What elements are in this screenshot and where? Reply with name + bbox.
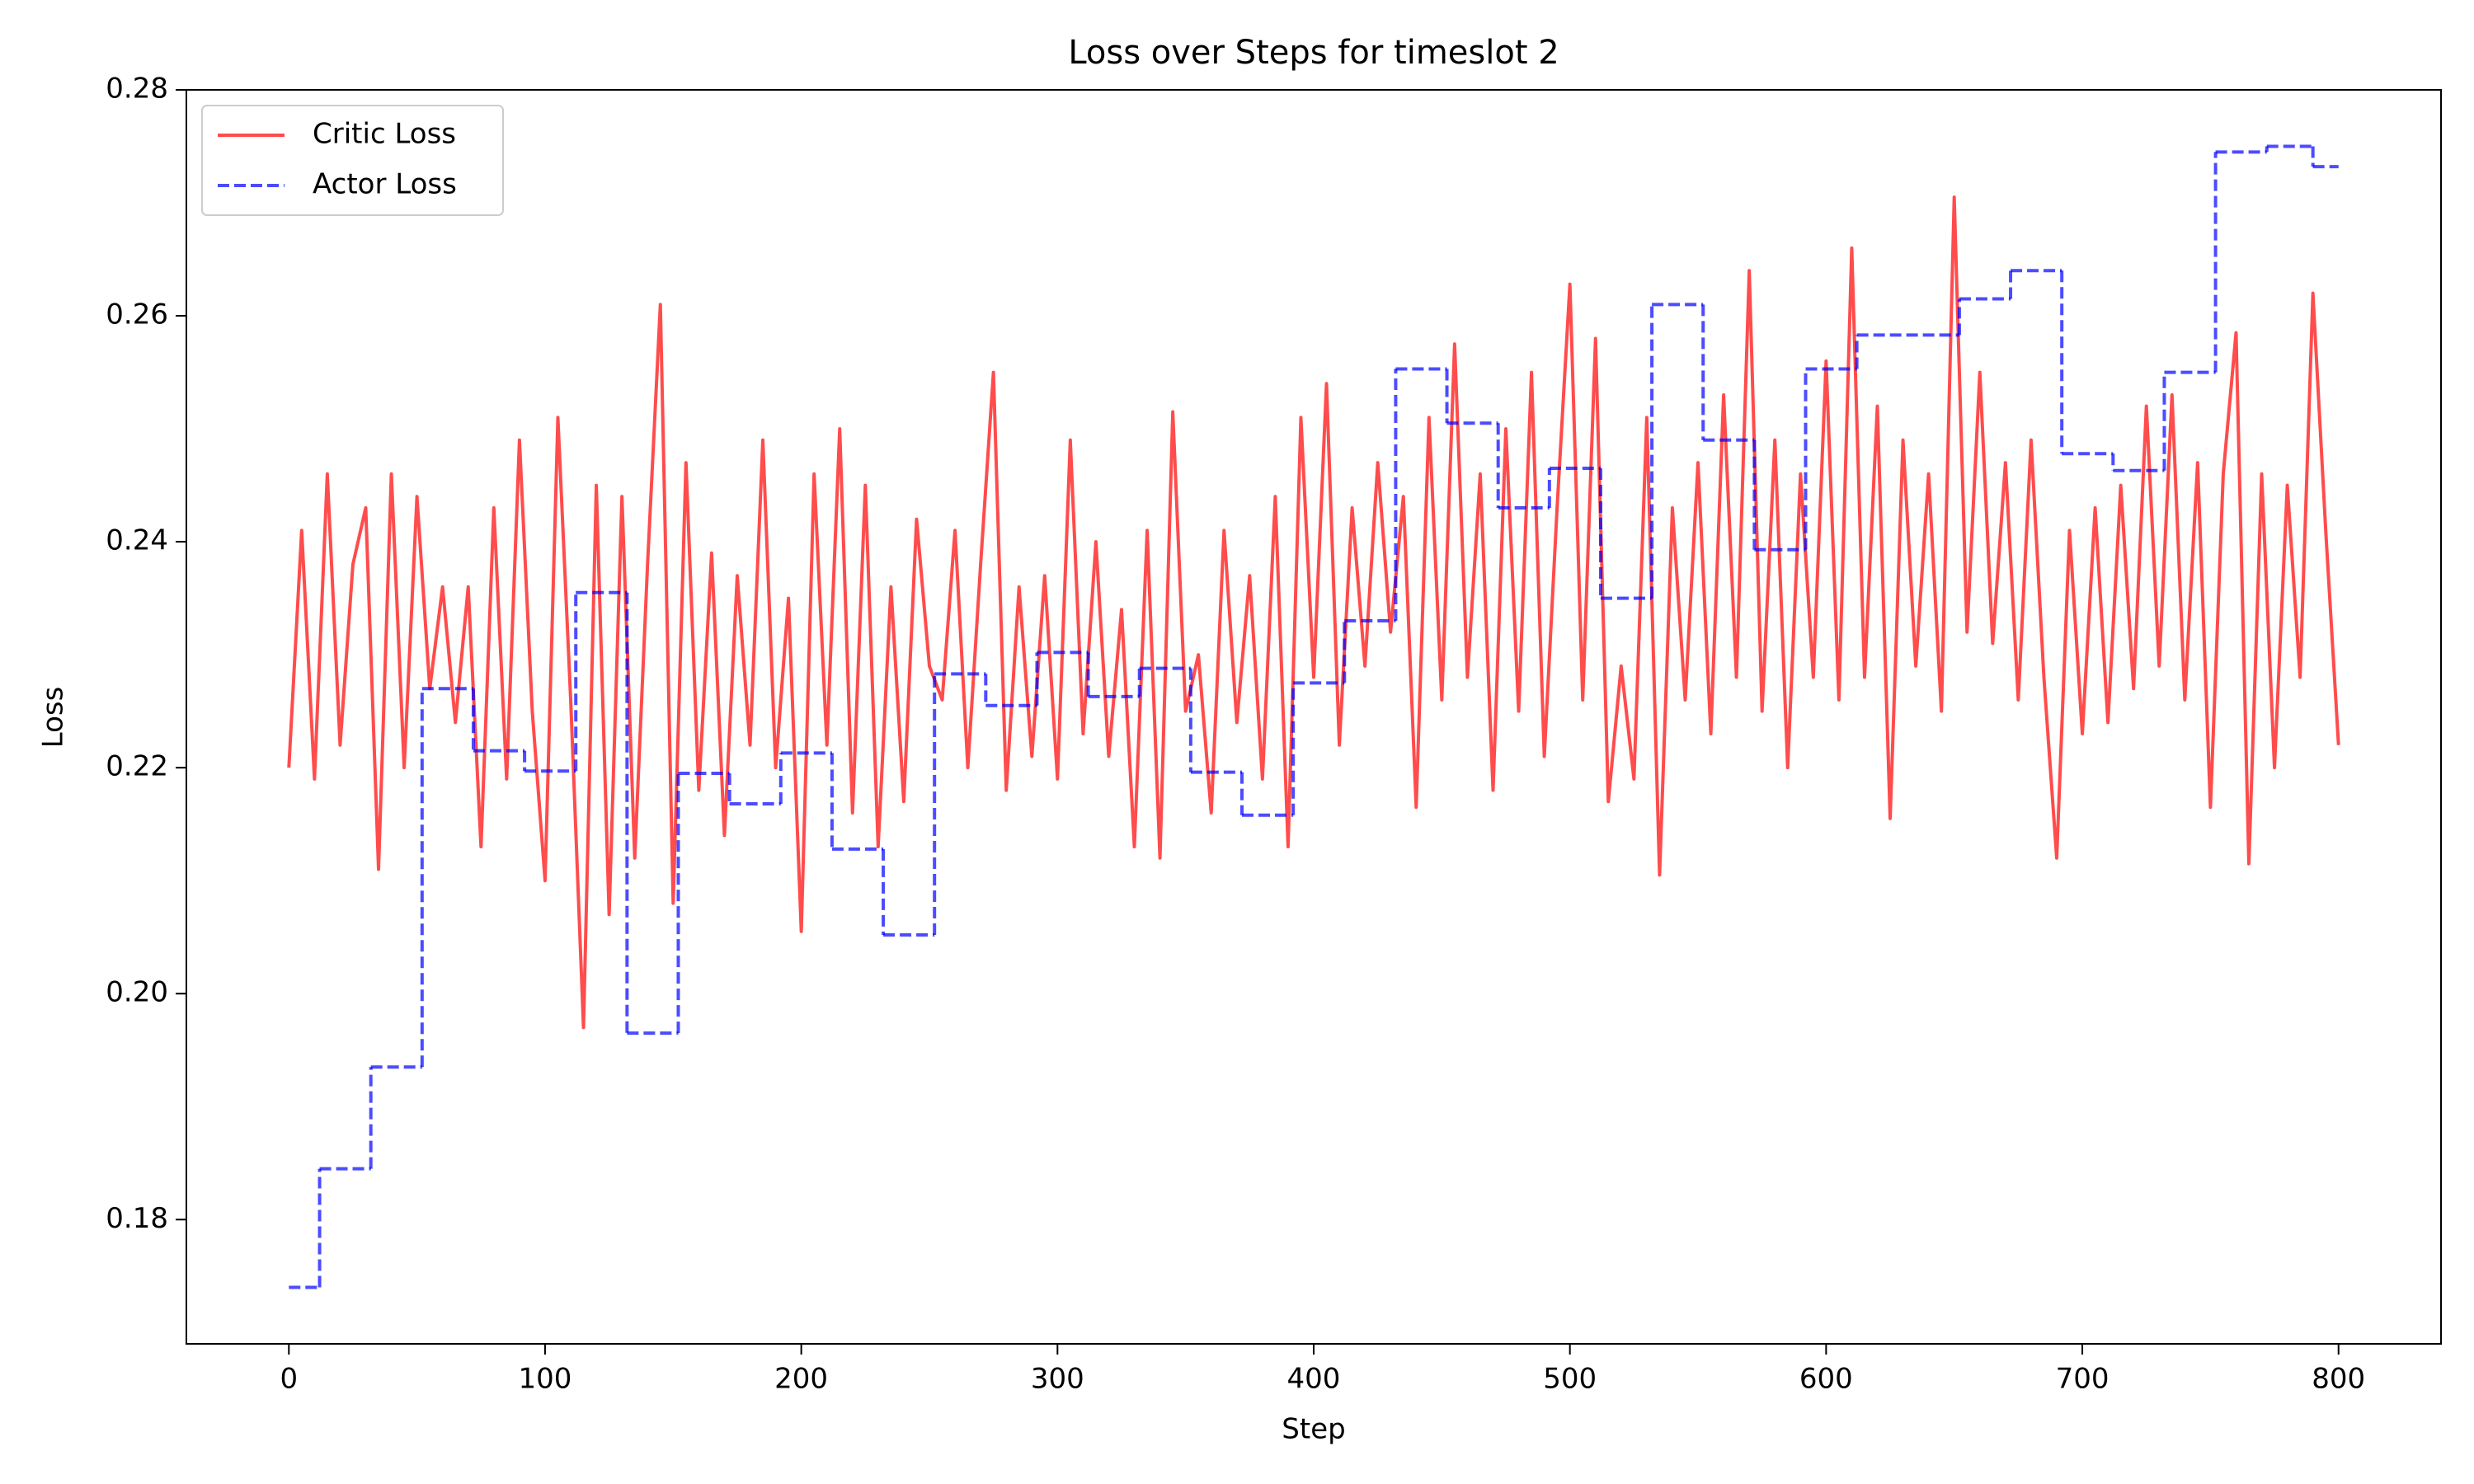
x-tick-label: 800 (2312, 1363, 2365, 1396)
line-series (287, 195, 2340, 1030)
x-tick-label: 500 (1543, 1363, 1597, 1396)
x-tick-label: 400 (1287, 1363, 1341, 1396)
y-tick-label: 0.20 (106, 976, 168, 1009)
x-tick-label: 100 (519, 1363, 572, 1396)
chart-title: Loss over Steps for timeslot 2 (1068, 34, 1559, 72)
x-tick-label: 700 (2056, 1363, 2109, 1396)
y-tick-label: 0.26 (106, 298, 168, 331)
legend-label: Critic Loss (313, 118, 456, 151)
x-tick-label: 300 (1031, 1363, 1084, 1396)
x-tick-label: 0 (280, 1363, 298, 1396)
plot-frame (186, 89, 2442, 1345)
y-tick-label: 0.24 (106, 524, 168, 557)
y-tick-label: 0.22 (106, 750, 168, 783)
legend-label: Actor Loss (313, 168, 457, 201)
legend-box (201, 105, 504, 216)
y-tick-label: 0.28 (106, 73, 168, 106)
x-axis-label: Step (1282, 1413, 1345, 1446)
y-tick-label: 0.18 (106, 1202, 168, 1235)
y-axis-label: Loss (37, 687, 70, 749)
x-tick-label: 200 (774, 1363, 828, 1396)
x-tick-label: 600 (1799, 1363, 1853, 1396)
